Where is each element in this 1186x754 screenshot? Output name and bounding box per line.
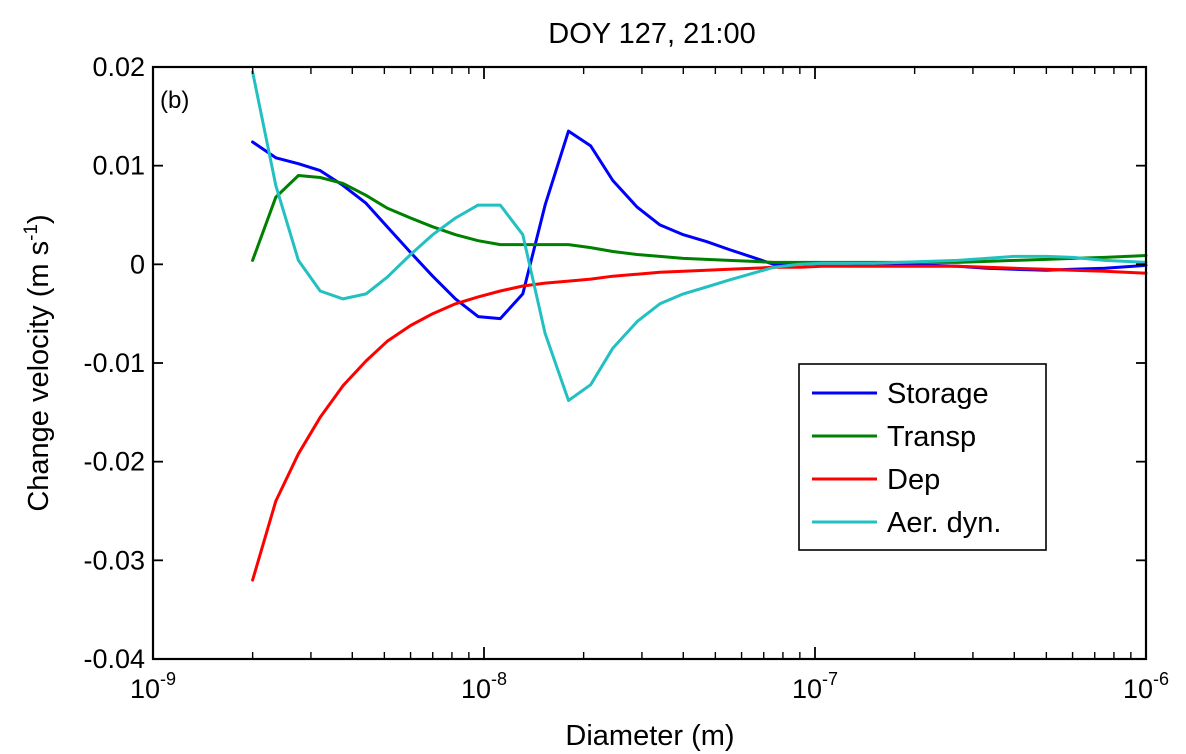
y-tick-label: 0.01: [92, 151, 145, 181]
series-line-transp: [251, 174, 1148, 264]
y-tick-label: -0.04: [83, 644, 145, 674]
series-line-aer-dyn: [251, 70, 1148, 402]
x-tick-label: 10-7: [792, 669, 838, 704]
x-tick-label: 10-6: [1123, 669, 1169, 704]
y-axis-title-sup: -1: [21, 224, 42, 241]
y-tick-label: -0.02: [83, 447, 145, 477]
x-tick-exponent: -6: [1153, 669, 1169, 689]
legend-label: Storage: [887, 378, 989, 410]
x-tick-base: 10: [792, 674, 822, 704]
y-tick-label: -0.03: [83, 545, 145, 575]
x-tick-exponent: -9: [160, 669, 176, 689]
x-tick-base: 10: [1123, 674, 1153, 704]
plot-area: [251, 70, 1148, 582]
x-axis: 10-9 10-8 10-7 10-6: [130, 67, 1169, 704]
y-axis-title-main: Change velocity (m s: [23, 241, 55, 512]
legend-label: Dep: [887, 464, 940, 496]
series-line-dep: [251, 264, 1148, 582]
y-axis-title: Change velocity (m s-1): [21, 214, 55, 511]
x-tick-label: 10-9: [130, 669, 176, 704]
x-axis-title: Diameter (m): [565, 720, 734, 752]
legend-label: Aer. dyn.: [887, 507, 1001, 539]
x-tick-label: 10-8: [461, 669, 507, 704]
legend-box: [798, 363, 1047, 551]
x-tick-base: 10: [130, 674, 160, 704]
chart-title: DOY 127, 21:00: [548, 18, 755, 50]
y-axis-title-close: ): [23, 214, 55, 224]
x-tick-exponent: -8: [491, 669, 507, 689]
x-tick-exponent: -7: [822, 669, 838, 689]
panel-label: (b): [160, 87, 189, 114]
x-tick-base: 10: [461, 674, 491, 704]
y-axis: 0.02 0.01 0 -0.01 -0.02 -0.03 -0.04: [83, 52, 1146, 674]
y-tick-label: 0.02: [92, 52, 145, 82]
legend-label: Transp: [887, 421, 976, 453]
axes-frame: [151, 65, 1148, 661]
y-tick-label: 0: [130, 249, 145, 279]
legend: Storage Transp Dep Aer. dyn.: [798, 363, 1047, 551]
y-tick-label: -0.01: [83, 348, 145, 378]
